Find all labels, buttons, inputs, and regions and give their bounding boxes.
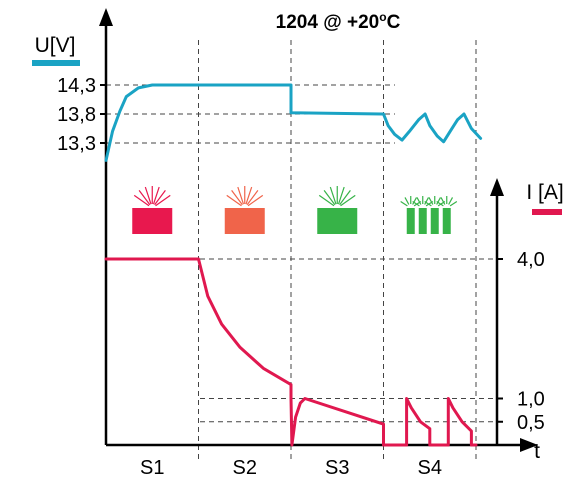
light-ray [424,201,432,207]
light-ray [416,197,422,205]
voltage-tick-label: 14,3 [57,75,96,97]
light-ray [144,186,152,205]
light-ray [318,194,335,207]
led-block [430,208,439,234]
current-tick-label: 4,0 [517,249,545,271]
stage-icons [132,186,458,234]
light-ray [412,201,420,207]
current-tick-label: 0,5 [517,412,545,434]
light-ray [448,197,454,205]
x-axis-label: t [534,440,540,463]
chart-title: 1204 @ +20oC [276,10,401,33]
light-ray [152,186,160,205]
light-ray [440,197,446,205]
light-ray [404,197,410,205]
light-ray [138,189,151,206]
led-block [132,208,173,234]
voltage-tick-label: 13,8 [57,104,96,126]
light-ray [449,201,458,207]
light-ray [155,194,171,207]
light-ray [154,189,166,206]
light-ray [436,201,444,207]
light-ray [339,189,351,206]
light-ray [133,194,150,207]
voltage-legend-bar [32,60,80,66]
right-axis-arrow [490,178,504,196]
light-ray [400,201,408,207]
left-axis-arrow [99,8,113,26]
light-ray [329,186,337,205]
current-series-line [104,257,478,447]
x-axis-arrow [520,438,538,452]
stage-labels: S1 S2 S3 S4 [140,457,442,479]
stage-label: S2 [233,457,257,479]
voltage-tick-label: 13,3 [57,133,96,155]
current-tick-labels: 4,0 1,00,5 [497,249,545,434]
led-icon [132,186,173,234]
light-ray [340,194,356,207]
light-ray [226,194,242,207]
led-icon [400,196,458,234]
current-tick-label: 1,0 [517,389,545,411]
light-ray [245,186,253,205]
voltage-axis-label: U[V] [35,34,76,57]
light-ray [436,197,442,205]
grid-lines [106,40,497,462]
led-icon [224,186,265,234]
voltage-tick-labels: 14,3 13,8 13,3 [57,75,106,155]
led-block [317,208,358,234]
voltage-series-line [104,83,483,162]
light-ray [246,189,259,206]
stage-label: S3 [325,457,349,479]
light-ray [412,197,418,205]
light-ray [424,197,430,205]
light-ray [247,194,264,207]
stage-label: S1 [140,457,164,479]
led-block [406,208,415,234]
light-ray [237,186,245,205]
led-block [418,208,427,234]
series-group [104,83,483,447]
led-icon [317,186,358,234]
light-ray [428,197,434,205]
light-ray [231,189,243,206]
stage-label: S4 [418,457,442,479]
light-ray [323,189,336,206]
led-block [224,208,265,234]
current-axis-label: I [A] [526,181,563,204]
light-ray [337,186,345,205]
led-block [442,208,451,234]
axes [104,22,527,447]
current-legend-bar [532,209,562,215]
